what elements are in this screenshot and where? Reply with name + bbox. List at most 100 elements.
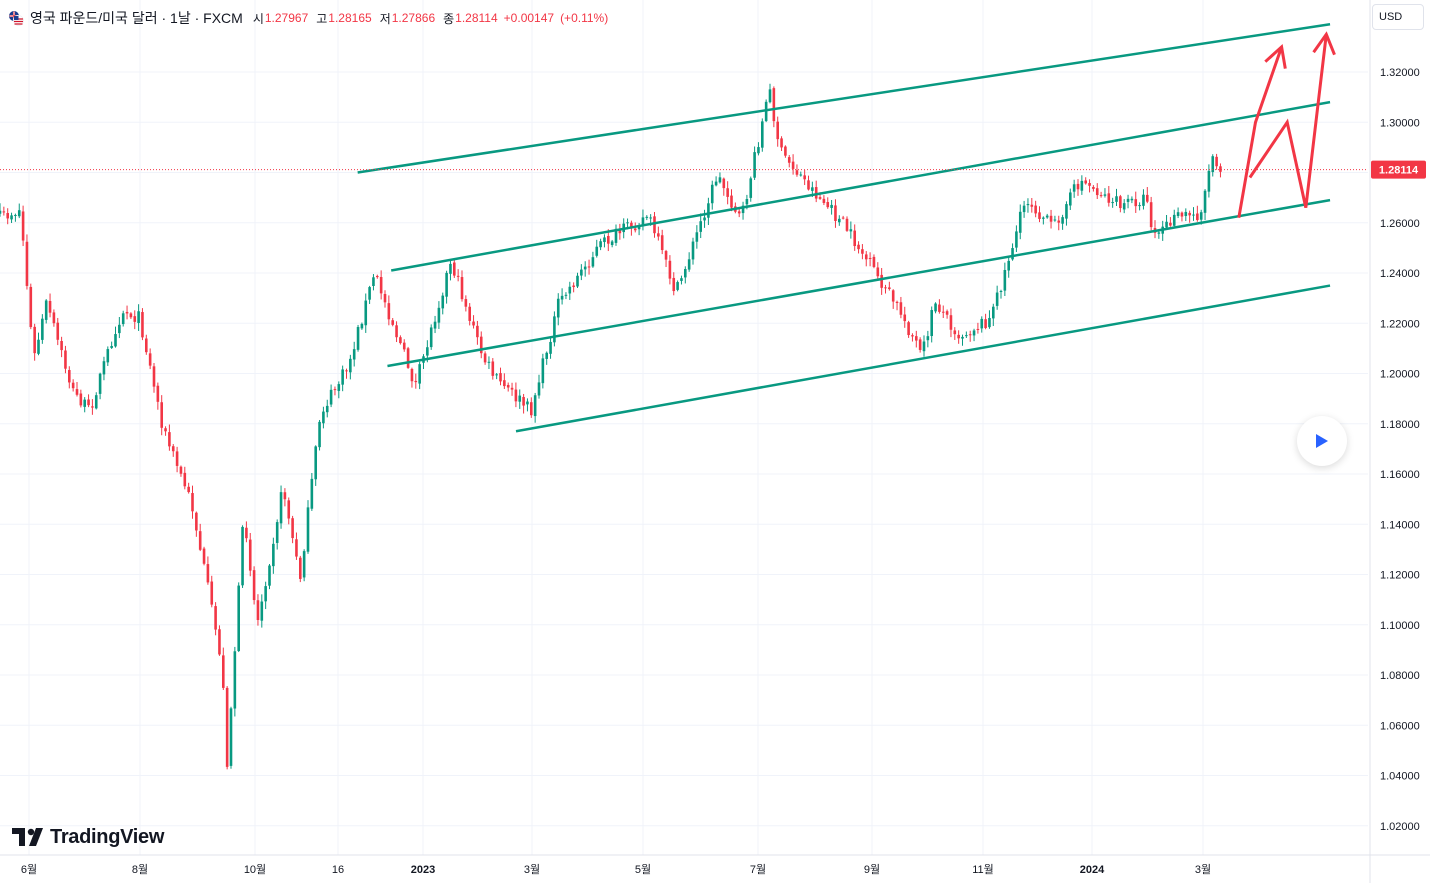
candle-body	[441, 295, 445, 309]
candle-body	[791, 161, 795, 169]
candle-body	[514, 389, 518, 402]
candle-body	[618, 229, 622, 234]
y-tick-label: 1.04000	[1380, 771, 1420, 783]
candle-body	[610, 241, 614, 246]
candle-body	[645, 216, 649, 218]
candle-body	[787, 157, 791, 163]
candle-body	[518, 395, 522, 402]
x-tick-label: 11월	[972, 863, 994, 876]
candle-body	[106, 349, 110, 363]
candle-body	[495, 374, 498, 376]
symbol-title[interactable]: 영국 파운드/미국 달러 · 1날 · FXCM	[30, 10, 243, 26]
candle-body	[1015, 231, 1018, 248]
candle-body	[391, 320, 394, 325]
last-price-label: 1.28114	[1379, 165, 1419, 177]
candle-body	[268, 565, 271, 586]
candle-body	[953, 330, 957, 335]
candle-body	[125, 311, 129, 314]
candle-body	[406, 348, 410, 368]
candle-body	[56, 322, 60, 340]
candle-body	[445, 272, 448, 297]
candle-body	[737, 211, 741, 214]
close-value: 1.28114	[455, 11, 498, 25]
candle-body	[210, 581, 214, 605]
projection-path	[1237, 46, 1284, 218]
y-tick-label: 1.32000	[1380, 67, 1420, 79]
low-label: 저	[379, 11, 391, 26]
currency-selector[interactable]: USD	[1372, 4, 1424, 30]
candle-body	[499, 373, 502, 382]
candle-body	[279, 492, 283, 524]
candle-body	[483, 353, 487, 363]
candle-body	[383, 293, 387, 303]
candle-body	[888, 287, 891, 290]
candle-body	[903, 314, 907, 322]
candle-body	[1011, 248, 1014, 260]
candle-body	[137, 311, 140, 324]
candle-body	[175, 451, 179, 466]
tradingview-logo[interactable]: TradingView	[12, 826, 164, 848]
candle-body	[506, 384, 510, 388]
candle-body	[811, 187, 814, 191]
candle-body	[776, 121, 779, 140]
candle-body	[1215, 156, 1218, 167]
candle-body	[1053, 219, 1057, 221]
candle-body	[703, 217, 706, 221]
candle-body	[1003, 269, 1007, 291]
candle-body	[1018, 211, 1022, 233]
candle-body	[895, 301, 899, 303]
candle-body	[503, 380, 506, 387]
candle-body	[595, 246, 599, 256]
candle-body	[899, 302, 903, 315]
candle-body	[1172, 214, 1176, 226]
candle-body	[295, 539, 298, 557]
candle-body	[349, 358, 352, 373]
candle-body	[891, 290, 895, 302]
time-axis[interactable]: 6월 8월 10월 16 2023 3월 5월 7월 9월 11월 2024 3월	[21, 863, 1211, 876]
candle-body	[372, 277, 375, 286]
candle-body	[868, 257, 872, 259]
candle-body	[79, 393, 83, 406]
candle-body	[526, 401, 529, 405]
candle-body	[191, 493, 194, 512]
candle-body	[29, 286, 33, 328]
candle-body	[1180, 212, 1184, 217]
candle-body	[941, 311, 945, 313]
candle-body	[418, 364, 421, 384]
candle-body	[145, 338, 148, 353]
replay-play-button[interactable]	[1297, 416, 1347, 466]
y-tick-label: 1.12000	[1380, 570, 1420, 582]
channel-line	[357, 23, 1331, 174]
candle-body	[845, 218, 849, 231]
candle-body	[1176, 212, 1180, 216]
x-tick-label: 9월	[864, 863, 880, 876]
candle-body	[368, 287, 371, 300]
candle-body	[164, 428, 167, 432]
candle-body	[599, 241, 602, 248]
candle-body	[325, 405, 329, 413]
candle-body	[414, 380, 418, 383]
candle-body	[834, 205, 837, 222]
candle-body	[310, 478, 314, 509]
candle-body	[352, 349, 356, 360]
candle-body	[83, 399, 86, 407]
candle-body	[876, 267, 880, 277]
price-axis[interactable]: 1.320001.300001.280001.260001.240001.220…	[1371, 67, 1426, 833]
projection-arrowhead	[1312, 31, 1336, 56]
candle-body	[187, 486, 190, 493]
candle-body	[749, 178, 753, 198]
candle-body	[714, 181, 718, 186]
candle-body	[1126, 198, 1130, 202]
candle-body	[152, 366, 156, 387]
candle-body	[1095, 188, 1099, 196]
channel-lines	[357, 23, 1331, 433]
candle-body	[376, 275, 379, 278]
candle-body	[468, 306, 471, 321]
candle-body	[341, 369, 344, 385]
x-tick-label: 5월	[635, 863, 651, 876]
candle-body	[1049, 215, 1053, 222]
candle-body	[17, 210, 21, 217]
candle-body	[676, 282, 679, 290]
